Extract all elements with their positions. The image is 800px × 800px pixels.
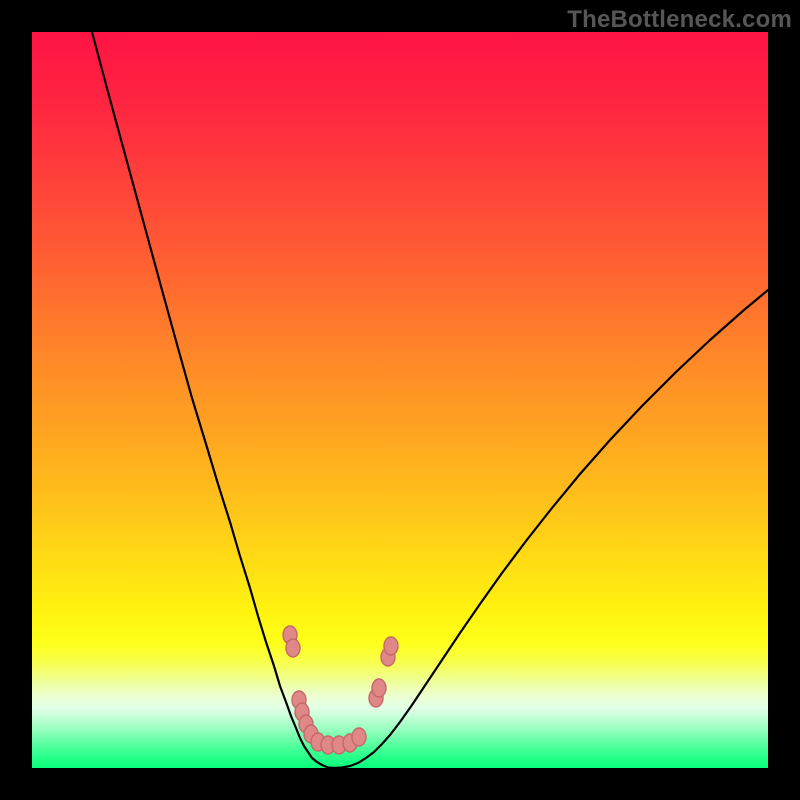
curve-layer [32, 32, 768, 768]
data-marker [286, 639, 300, 657]
data-marker [352, 728, 366, 746]
marker-group [283, 626, 398, 754]
data-marker [372, 679, 386, 697]
left-curve [92, 32, 334, 768]
chart-frame: TheBottleneck.com [0, 0, 800, 800]
right-curve [334, 290, 768, 768]
data-marker [384, 637, 398, 655]
watermark-text: TheBottleneck.com [567, 6, 792, 34]
